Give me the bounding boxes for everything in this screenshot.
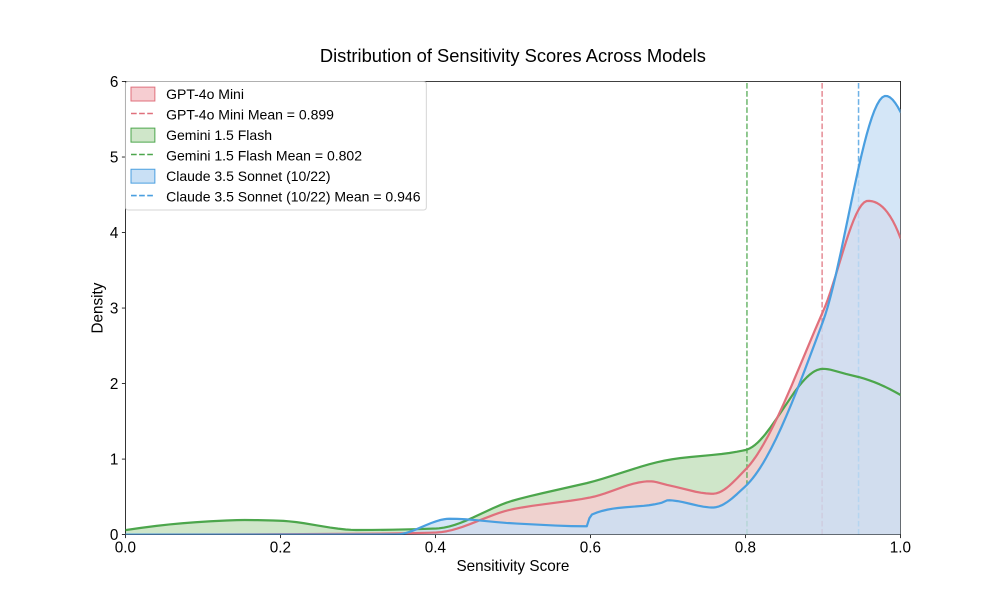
svg-text:Density: Density [90,282,107,333]
svg-text:0.2: 0.2 [270,540,291,557]
svg-text:3: 3 [110,301,119,318]
svg-text:Sensitivity Score: Sensitivity Score [456,558,569,575]
svg-text:0.6: 0.6 [580,540,601,557]
svg-text:6: 6 [110,74,119,91]
svg-text:GPT-4o Mini Mean = 0.899: GPT-4o Mini Mean = 0.899 [166,106,334,122]
svg-text:0.8: 0.8 [735,540,756,557]
svg-text:5: 5 [110,150,119,167]
svg-text:2: 2 [110,376,119,393]
svg-text:1: 1 [110,452,119,469]
svg-text:4: 4 [110,225,119,242]
svg-text:Gemini 1.5 Flash Mean = 0.802: Gemini 1.5 Flash Mean = 0.802 [166,147,362,163]
svg-text:Gemini 1.5 Flash: Gemini 1.5 Flash [166,127,272,143]
svg-text:1.0: 1.0 [890,540,911,557]
svg-text:Claude 3.5 Sonnet (10/22) Mean: Claude 3.5 Sonnet (10/22) Mean = 0.946 [166,188,421,204]
svg-text:0.4: 0.4 [425,540,447,557]
svg-text:GPT-4o Mini: GPT-4o Mini [166,86,244,102]
svg-text:Claude 3.5 Sonnet (10/22): Claude 3.5 Sonnet (10/22) [166,168,330,184]
svg-text:Distribution of Sensitivity Sc: Distribution of Sensitivity Scores Acros… [320,45,706,66]
svg-text:0: 0 [110,527,119,544]
